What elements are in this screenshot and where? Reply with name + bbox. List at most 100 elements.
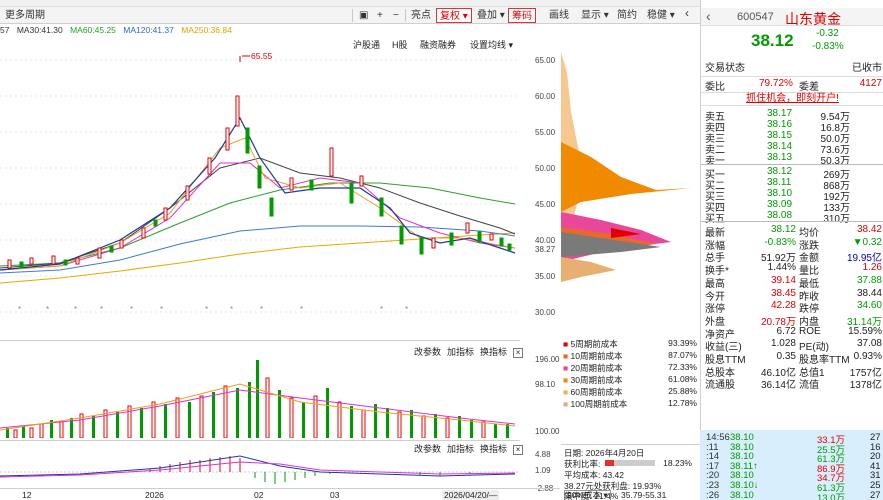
prev-stock-icon[interactable]: ‹ (706, 8, 711, 24)
back-arrow-icon[interactable]: ‹ (685, 6, 689, 20)
stat-value: 51.92万 (760, 253, 796, 265)
steady-button[interactable]: 稳健 ▾ (647, 10, 675, 21)
stat-value: 38.12 (770, 224, 796, 235)
tick-time: :26 (706, 489, 720, 500)
stat-label: 股息TTM (705, 355, 746, 366)
chips-button[interactable]: 筹码 (508, 8, 536, 23)
cost-select[interactable]: 90%成本 ▾ (564, 490, 611, 500)
ask-row[interactable]: 卖三 38.15 50.0万 (701, 130, 883, 145)
volume-edit-params[interactable]: 改参数 (414, 347, 442, 357)
ask-label: 卖五 (705, 112, 725, 123)
chip-value: 87.07% (668, 350, 697, 360)
svg-text:*: * (260, 305, 263, 314)
hk-connect-link[interactable]: 沪股通 (353, 40, 381, 50)
adjust-button[interactable]: 复权 ▾ (436, 8, 472, 23)
h-share-link[interactable]: H股 (392, 40, 408, 50)
stats-row: 今开 38.45 昨收 38.44 (701, 288, 883, 303)
webi-value: 79.72% (759, 78, 793, 89)
macd-edit-params[interactable]: 改参数 (414, 444, 442, 454)
open-account-link[interactable]: 抓住机会，即刻开户! (701, 92, 883, 106)
chart-toolbar: 更多周期 ▣ + − 亮点 复权 ▾ 叠加 ▾ 筹码 画线 显示 ▾ 简约 稳健… (0, 6, 700, 24)
stat-value: 46.10亿 (760, 367, 796, 379)
x-tick: 12 (22, 490, 32, 500)
chip-legend: ■ 5周期前成本 93.39% ■ 10周期前成本 87.07% ■ 20周期前… (563, 334, 699, 442)
stat-label: 总值1 (799, 367, 825, 379)
x-axis: 12 2026 02 03 2026/04/20/— (0, 488, 560, 500)
last-price: 38.12 (751, 31, 794, 50)
ask-price: 38.14 (767, 141, 793, 152)
overlay-button[interactable]: 叠加 ▾ (477, 10, 505, 21)
stat-label: 最新 (705, 228, 725, 239)
macd-chart[interactable] (0, 452, 521, 488)
ask-row[interactable]: 卖五 38.17 9.54万 (701, 108, 883, 123)
display-button[interactable]: 显示 ▾ (581, 10, 609, 21)
volume-close-icon[interactable]: × (513, 348, 524, 358)
ma-settings-button[interactable]: 设置均线 ▾ (470, 40, 514, 50)
macd-add-indicator[interactable]: 加指标 (447, 444, 475, 454)
stat-value: 1.028 (770, 338, 796, 350)
volume-axis: 196.00 98.10 100.00 (521, 352, 561, 442)
chip-label: 5周期前成本 (570, 339, 618, 349)
chip-dot: ■ (563, 339, 569, 349)
macd-switch-indicator[interactable]: 换指标 (480, 444, 508, 454)
tick-row: :23 38.10↓ 61.3万 25 (700, 480, 883, 494)
kline-chart[interactable]: * * * * * * * * * * * * 65. (0, 48, 521, 500)
bid-row[interactable]: 买四 38.09 133万 (701, 199, 883, 214)
stat-label: 换手* (705, 266, 729, 278)
bid-volume: 868万 (823, 181, 850, 192)
trade-status-label: 交易状态 (705, 63, 745, 74)
stat-value: 0.35 (776, 351, 796, 362)
stat-value: 20.78万 (760, 316, 796, 328)
ask-row[interactable]: 卖二 38.14 73.6万 (701, 141, 883, 156)
stat-label: 最高 (705, 278, 725, 290)
chip-info: 日期: 2026年4月20日 获利比率: 18.23% 平均成本: 43.42 … (561, 444, 700, 500)
screenshot-icon[interactable]: ▣ (359, 10, 369, 21)
svg-text:*: * (380, 305, 383, 314)
draw-line-button[interactable]: 画线 (549, 10, 569, 21)
bid-row[interactable]: 买一 38.12 269万 (701, 166, 883, 181)
zoom-in-icon[interactable]: + (377, 10, 383, 21)
tick-price: 38.11↑ (730, 460, 758, 472)
volume-switch-indicator[interactable]: 换指标 (480, 347, 508, 357)
bid-price: 38.10 (767, 188, 793, 199)
svg-text:*: * (230, 305, 233, 314)
bid-row[interactable]: 买二 38.11 868万 (701, 177, 883, 192)
svg-text:*: * (405, 305, 408, 314)
stock-name: 山东黄金 (785, 11, 841, 27)
stat-value: 19.95亿 (846, 253, 882, 265)
volume-add-indicator[interactable]: 加指标 (447, 347, 475, 357)
bid-row[interactable]: 买五 38.08 310万 (701, 210, 883, 225)
price-tick: 55.00 (535, 128, 556, 137)
highlight-button[interactable]: 亮点 (411, 10, 431, 21)
more-periods-button[interactable]: 更多周期 (5, 10, 45, 21)
margin-link[interactable]: 融资融券 (420, 40, 457, 50)
price-axis: 65.00 60.00 55.00 50.00 45.00 40.00 38.2… (521, 52, 561, 322)
date-range-box[interactable]: 2026/04/20/— (442, 490, 500, 500)
profit-bar-fill (605, 460, 615, 466)
bid-row[interactable]: 买三 38.10 192万 (701, 188, 883, 203)
stat-value: 15.59% (848, 325, 882, 337)
tick-list[interactable]: 14:56 38.10 33.1万 27:11 38.10 25.5万 16:14 38.10… (700, 430, 883, 500)
stat-label: 涨跌 (799, 240, 819, 252)
volume-chart[interactable] (0, 358, 521, 438)
ask-row[interactable]: 卖四 38.16 16.8万 (701, 119, 883, 134)
volume-tick: 100.00 (535, 427, 560, 436)
simple-button[interactable]: 简约 (617, 10, 637, 21)
chip-cost-range: 35.79-55.31 (621, 490, 667, 500)
chip-label: 60周期前成本 (570, 387, 623, 397)
x-tick: 02 (254, 490, 264, 500)
macd-close-icon[interactable]: × (513, 445, 524, 455)
tick-count: 25 (870, 480, 881, 491)
price-tick: 65.00 (535, 56, 556, 65)
ask-price: 38.16 (767, 119, 793, 130)
x-tick: 2026 (145, 490, 164, 500)
stat-label: 最低 (799, 278, 819, 290)
zoom-out-icon[interactable]: − (393, 10, 399, 21)
ask-volume: 16.8万 (820, 123, 850, 134)
tick-row: 14:56 38.10 33.1万 27 (700, 432, 883, 446)
stats-row: 流通股 36.14亿 流值 1378亿 (701, 376, 883, 391)
bid-volume: 310万 (823, 214, 850, 225)
ask-row[interactable]: 卖一 38.13 50.3万 (701, 152, 883, 167)
stats-row: 换手* 1.44% 量比 1.26 (701, 262, 883, 277)
stat-label: 收益(三) (705, 342, 742, 354)
